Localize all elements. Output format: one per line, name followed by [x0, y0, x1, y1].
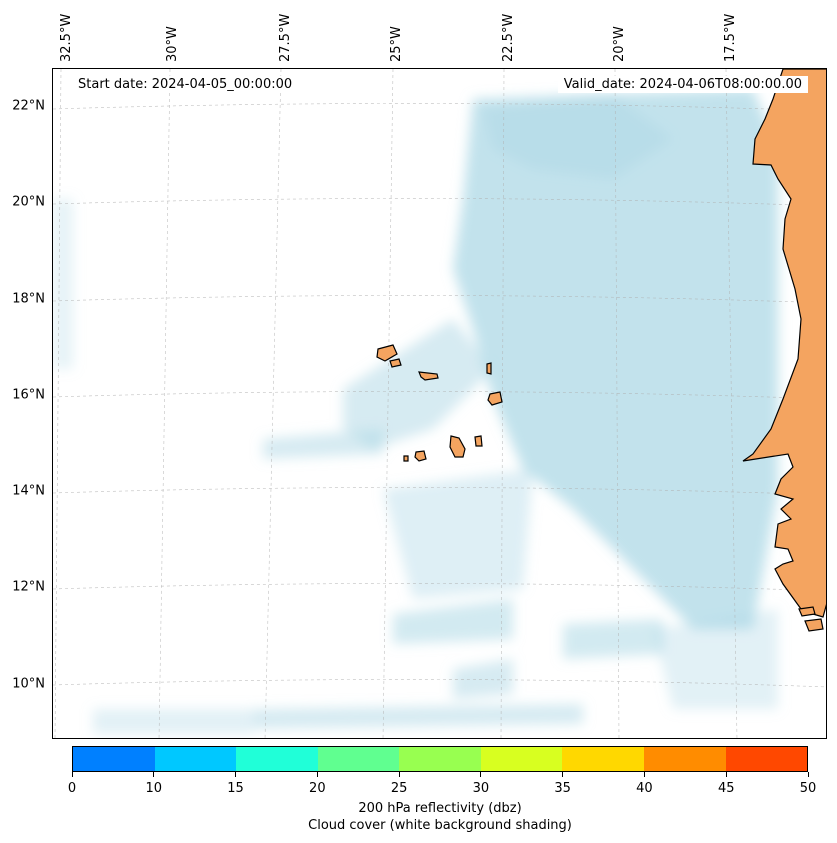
colorbar-tick-mark — [71, 772, 73, 777]
colorbar-tick-mark — [562, 772, 564, 777]
colorbar-segment-2 — [236, 747, 318, 771]
colorbar-tick-mark — [235, 772, 237, 777]
colorbar-segment-0 — [73, 747, 155, 771]
colorbar-tick-label: 35 — [554, 781, 571, 796]
lon-label-22-5w: 22.5°W — [501, 13, 516, 62]
lon-label-32-5w: 32.5°W — [59, 13, 74, 62]
island-bijagos-1 — [798, 606, 816, 617]
colorbar-tick-mark — [316, 772, 318, 777]
colorbar-tick-label: 40 — [636, 781, 653, 796]
island-santiago — [449, 435, 466, 458]
cloud-band-west — [263, 429, 383, 459]
colorbar-tick-mark — [807, 772, 809, 777]
africa-coast — [742, 69, 826, 618]
colorbar-tick-mark — [153, 772, 155, 777]
gridlines — [53, 69, 826, 738]
colorbar-tick-label: 45 — [717, 781, 735, 796]
island-sao-vicente — [389, 358, 402, 368]
lon-label-20w: 20°W — [612, 26, 627, 62]
colorbar-tick-label: 0 — [67, 781, 77, 796]
lat-label-12n: 12°N — [12, 579, 45, 595]
land — [376, 69, 826, 632]
colorbar-subtitle: Cloud cover (white background shading) — [308, 818, 572, 833]
colorbar-tick-mark — [725, 772, 727, 777]
island-boa-vista — [487, 391, 503, 406]
colorbar-segment-5 — [480, 747, 563, 771]
lat-label-18n: 18°N — [12, 291, 45, 307]
colorbar-segment-7 — [643, 747, 726, 771]
colorbar-tick-label: 10 — [145, 781, 163, 796]
lat-label-16n: 16°N — [12, 387, 45, 403]
map-canvas — [53, 69, 826, 738]
cloud-mass-main — [453, 89, 778, 629]
lat-label-10n: 10°N — [12, 676, 45, 692]
lon-label-25w: 25°W — [389, 26, 404, 62]
cloud-band-central — [343, 319, 493, 449]
island-sal — [486, 362, 492, 375]
colorbar-segment-4 — [399, 747, 481, 771]
cloud-patch-west-edge — [53, 199, 73, 369]
cloud-patch-center-south — [383, 469, 533, 599]
lat-label-20n: 20°N — [12, 194, 45, 210]
island-maio — [474, 435, 483, 447]
colorbar-tick-mark — [398, 772, 400, 777]
colorbar — [72, 746, 808, 772]
colorbar-segment-8 — [725, 747, 808, 771]
valid-date-label: Valid_date: 2024-04-06T08:00:00.00 — [557, 76, 808, 93]
island-sao-nicolau — [418, 371, 439, 381]
cloud-band-south-3 — [453, 659, 513, 699]
lat-label-22n: 22°N — [12, 98, 45, 114]
colorbar-tick-label: 15 — [227, 781, 244, 796]
cloud-band-south-1 — [393, 599, 513, 644]
colorbar-title: 200 hPa reflectivity (dbz) — [358, 801, 522, 816]
lon-label-27-5w: 27.5°W — [278, 13, 293, 62]
cloud-band-bottom — [253, 704, 583, 729]
colorbar-tick-label: 50 — [799, 781, 817, 796]
cloud-patch-sw — [93, 709, 253, 734]
colorbar-segment-3 — [317, 747, 400, 771]
lat-label-14n: 14°N — [12, 483, 45, 499]
cloud-cover — [53, 89, 778, 734]
lon-label-17-5w: 17.5°W — [723, 13, 738, 62]
island-santo-antao — [376, 344, 398, 362]
colorbar-tick-label: 25 — [390, 781, 408, 796]
colorbar-tick-mark — [480, 772, 482, 777]
map-panel — [52, 68, 827, 739]
colorbar-segment-1 — [154, 747, 237, 771]
island-bijagos-2 — [804, 618, 824, 632]
lon-label-30w: 30°W — [165, 26, 180, 62]
colorbar-tick-mark — [643, 772, 645, 777]
cloud-band-south-2 — [563, 619, 663, 659]
start-date-label: Start date: 2024-04-05_00:00:00 — [72, 76, 299, 93]
island-brava — [403, 455, 409, 462]
island-fogo — [414, 450, 427, 462]
colorbar-segment-6 — [562, 747, 644, 771]
cloud-band-north — [483, 94, 673, 179]
cloud-patch-se — [653, 609, 778, 709]
colorbar-tick-label: 30 — [472, 781, 490, 796]
colorbar-tick-label: 20 — [309, 781, 326, 796]
